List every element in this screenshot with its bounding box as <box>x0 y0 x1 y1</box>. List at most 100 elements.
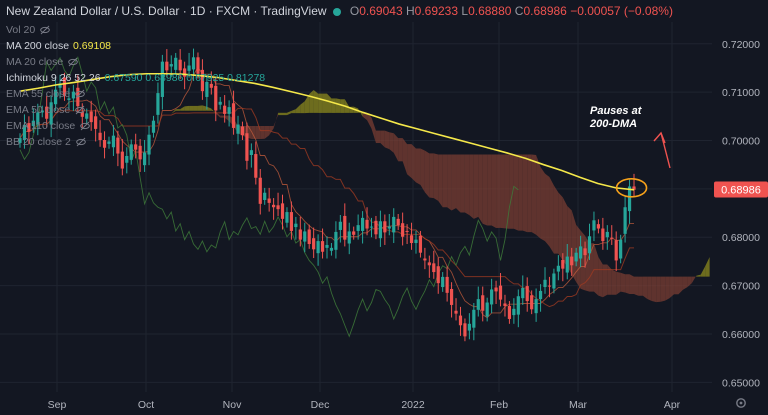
candle-body[interactable] <box>472 309 476 328</box>
candle-body[interactable] <box>151 120 156 133</box>
candle-body[interactable] <box>160 61 164 97</box>
candle-body[interactable] <box>111 135 116 148</box>
candle-body[interactable] <box>565 256 569 273</box>
candle-body[interactable] <box>343 215 347 240</box>
candle-body[interactable] <box>498 285 503 300</box>
candle-body[interactable] <box>552 273 556 289</box>
candle-body[interactable] <box>205 81 209 97</box>
candle-body[interactable] <box>147 134 151 155</box>
candle-body[interactable] <box>503 303 507 306</box>
candle-body[interactable] <box>338 221 342 230</box>
candle-body[interactable] <box>62 77 67 96</box>
candle-body[interactable] <box>592 220 596 231</box>
candle-body[interactable] <box>396 218 400 226</box>
candle-body[interactable] <box>458 315 463 326</box>
candle-body[interactable] <box>632 186 636 190</box>
candle-body[interactable] <box>289 212 294 231</box>
candle-body[interactable] <box>316 241 320 254</box>
candle-body[interactable] <box>401 223 405 237</box>
candle-body[interactable] <box>94 116 98 129</box>
candle-body[interactable] <box>45 106 49 119</box>
hidden-eye-icon[interactable] <box>75 89 86 99</box>
candle-body[interactable] <box>294 223 298 228</box>
candle-body[interactable] <box>102 140 107 148</box>
candle-body[interactable] <box>543 279 547 288</box>
candle-body[interactable] <box>223 105 227 114</box>
candle-body[interactable] <box>356 225 360 231</box>
candle-body[interactable] <box>85 113 89 119</box>
candle-body[interactable] <box>49 102 53 125</box>
candle-body[interactable] <box>276 205 280 210</box>
last-price-badge[interactable]: 0.68986 <box>714 181 768 198</box>
indicator-row[interactable]: EMA 55 close <box>6 88 86 100</box>
candle-body[interactable] <box>280 203 285 219</box>
candle-body[interactable] <box>627 186 632 212</box>
candle-body[interactable] <box>191 57 196 70</box>
indicator-row[interactable]: Vol 20 <box>6 24 51 36</box>
candle-body[interactable] <box>272 204 276 208</box>
candle-body[interactable] <box>427 262 431 266</box>
candle-body[interactable] <box>369 226 374 228</box>
indicator-row[interactable]: EMA 50 close <box>6 104 86 116</box>
candle-body[interactable] <box>67 98 71 100</box>
candle-body[interactable] <box>436 266 440 284</box>
candle-body[interactable] <box>538 290 543 300</box>
candle-body[interactable] <box>263 192 267 200</box>
candle-body[interactable] <box>178 59 182 71</box>
candle-body[interactable] <box>200 69 205 92</box>
candles[interactable] <box>18 48 636 342</box>
candle-body[interactable] <box>58 83 62 88</box>
candle-body[interactable] <box>22 125 27 141</box>
candle-body[interactable] <box>619 239 623 259</box>
indicator-row[interactable]: MA 20 close <box>6 56 79 68</box>
candle-body[interactable] <box>512 308 516 316</box>
candle-body[interactable] <box>449 288 454 305</box>
candle-body[interactable] <box>614 240 618 261</box>
candle-body[interactable] <box>254 154 258 178</box>
candle-body[interactable] <box>214 85 218 111</box>
candle-body[interactable] <box>360 217 365 231</box>
candle-body[interactable] <box>89 111 93 123</box>
candle-body[interactable] <box>307 229 311 244</box>
candle-body[interactable] <box>236 124 240 134</box>
candle-body[interactable] <box>490 289 494 305</box>
candle-body[interactable] <box>209 83 213 88</box>
candle-body[interactable] <box>530 295 534 310</box>
candle-body[interactable] <box>392 216 396 233</box>
candle-body[interactable] <box>129 144 133 160</box>
candle-body[interactable] <box>320 241 325 252</box>
candle-body[interactable] <box>231 103 236 128</box>
candle-body[interactable] <box>27 123 31 132</box>
candle-body[interactable] <box>525 286 529 302</box>
candle-body[interactable] <box>249 150 253 156</box>
candle-body[interactable] <box>405 230 409 232</box>
candle-body[interactable] <box>454 310 458 314</box>
candle-body[interactable] <box>605 231 609 238</box>
price-axis[interactable]: 0.720000.710000.700000.690000.680000.670… <box>714 39 768 390</box>
indicator-row[interactable]: Ichimoku 9 26 52 26 0.67590 0.68986 0.679… <box>6 72 265 84</box>
candle-body[interactable] <box>169 64 173 67</box>
candle-body[interactable] <box>347 231 351 244</box>
candle-body[interactable] <box>142 152 147 166</box>
candle-body[interactable] <box>240 126 245 136</box>
settings-gear-icon[interactable] <box>736 398 746 408</box>
symbol-title[interactable]: New Zealand Dollar / U.S. Dollar · 1D · … <box>6 4 327 18</box>
hidden-eye-icon[interactable] <box>68 57 79 67</box>
candle-body[interactable] <box>267 198 271 203</box>
candle-body[interactable] <box>587 236 592 254</box>
candle-body[interactable] <box>174 57 178 70</box>
hidden-eye-icon[interactable] <box>75 137 86 147</box>
indicator-row[interactable]: BB 20 close 2 <box>6 136 86 148</box>
candle-body[interactable] <box>36 112 40 125</box>
candle-body[interactable] <box>298 229 302 240</box>
candle-body[interactable] <box>165 61 169 71</box>
candle-body[interactable] <box>418 235 423 253</box>
candle-body[interactable] <box>445 276 449 293</box>
candle-body[interactable] <box>561 259 565 269</box>
candle-body[interactable] <box>534 299 538 314</box>
candle-body[interactable] <box>312 238 316 250</box>
candle-body[interactable] <box>570 256 574 266</box>
candle-body[interactable] <box>303 231 307 242</box>
candle-body[interactable] <box>601 228 605 242</box>
